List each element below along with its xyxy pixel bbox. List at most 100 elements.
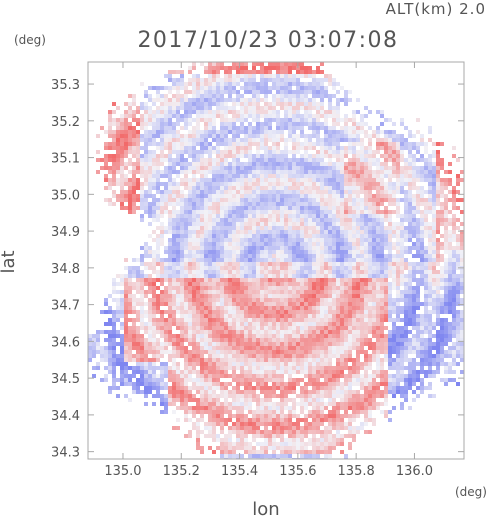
velocity-cell bbox=[448, 298, 452, 302]
velocity-cell bbox=[444, 218, 448, 222]
velocity-cell bbox=[256, 138, 260, 142]
velocity-cell bbox=[304, 290, 308, 294]
velocity-cell bbox=[100, 166, 104, 170]
velocity-cell bbox=[316, 330, 320, 334]
velocity-cell bbox=[148, 94, 152, 98]
velocity-cell bbox=[368, 166, 372, 170]
velocity-cell bbox=[436, 330, 440, 334]
velocity-cell bbox=[216, 90, 220, 94]
velocity-cell bbox=[196, 206, 200, 210]
velocity-cell bbox=[280, 138, 284, 142]
velocity-cell bbox=[372, 214, 376, 218]
velocity-cell bbox=[384, 210, 388, 214]
velocity-cell bbox=[316, 134, 320, 138]
velocity-cell bbox=[216, 290, 220, 294]
velocity-cell bbox=[192, 166, 196, 170]
velocity-cell bbox=[220, 162, 224, 166]
velocity-cell bbox=[312, 226, 316, 230]
velocity-cell bbox=[208, 278, 212, 282]
velocity-cell bbox=[232, 254, 236, 258]
velocity-cell bbox=[140, 102, 144, 106]
velocity-cell bbox=[232, 270, 236, 274]
velocity-cell bbox=[220, 230, 224, 234]
velocity-cell bbox=[316, 206, 320, 210]
velocity-cell bbox=[244, 330, 248, 334]
velocity-cell bbox=[312, 218, 316, 222]
velocity-cell bbox=[344, 138, 348, 142]
velocity-cell bbox=[444, 186, 448, 190]
velocity-cell bbox=[272, 102, 276, 106]
velocity-cell bbox=[316, 226, 320, 230]
velocity-cell bbox=[296, 194, 300, 198]
velocity-cell bbox=[140, 310, 144, 314]
velocity-cell bbox=[188, 138, 192, 142]
velocity-cell bbox=[272, 166, 276, 170]
velocity-cell bbox=[176, 94, 180, 98]
velocity-cell bbox=[456, 334, 460, 338]
velocity-cell bbox=[272, 190, 276, 194]
velocity-cell bbox=[236, 310, 240, 314]
velocity-cell bbox=[188, 258, 192, 262]
velocity-cell bbox=[296, 322, 300, 326]
velocity-cell bbox=[296, 174, 300, 178]
velocity-cell bbox=[304, 90, 308, 94]
velocity-cell bbox=[396, 330, 400, 334]
velocity-cell bbox=[264, 334, 268, 338]
velocity-cell bbox=[356, 330, 360, 334]
velocity-cell bbox=[160, 110, 164, 114]
velocity-cell bbox=[236, 226, 240, 230]
velocity-cell bbox=[432, 222, 436, 226]
velocity-cell bbox=[304, 166, 308, 170]
velocity-cell bbox=[352, 130, 356, 134]
velocity-cell bbox=[256, 218, 260, 222]
velocity-cell bbox=[264, 122, 268, 126]
velocity-cell bbox=[164, 94, 168, 98]
velocity-cell bbox=[292, 142, 296, 146]
velocity-cell bbox=[244, 338, 248, 342]
velocity-cell bbox=[400, 246, 404, 250]
velocity-cell bbox=[380, 334, 384, 338]
velocity-cell bbox=[360, 114, 364, 118]
velocity-cell bbox=[416, 210, 420, 214]
velocity-cell bbox=[328, 234, 332, 238]
velocity-cell bbox=[452, 262, 456, 266]
velocity-cell bbox=[220, 110, 224, 114]
velocity-cell bbox=[104, 158, 108, 162]
velocity-cell bbox=[416, 190, 420, 194]
velocity-cell bbox=[172, 222, 176, 226]
velocity-cell bbox=[276, 210, 280, 214]
velocity-cell bbox=[456, 158, 460, 162]
velocity-cell bbox=[352, 282, 356, 286]
velocity-cell bbox=[388, 310, 392, 314]
velocity-cell bbox=[276, 70, 280, 74]
velocity-cell bbox=[308, 282, 312, 286]
velocity-cell bbox=[264, 174, 268, 178]
velocity-cell bbox=[292, 278, 296, 282]
velocity-cell bbox=[424, 302, 428, 306]
velocity-cell bbox=[208, 266, 212, 270]
velocity-cell bbox=[344, 226, 348, 230]
velocity-cell bbox=[440, 158, 444, 162]
velocity-cell bbox=[324, 198, 328, 202]
velocity-cell bbox=[208, 230, 212, 234]
velocity-cell bbox=[388, 266, 392, 270]
velocity-cell bbox=[156, 218, 160, 222]
velocity-cell bbox=[160, 318, 164, 322]
velocity-cell bbox=[324, 318, 328, 322]
velocity-cell bbox=[452, 278, 456, 282]
velocity-cell bbox=[284, 82, 288, 86]
velocity-cell bbox=[204, 238, 208, 242]
velocity-cell bbox=[268, 282, 272, 286]
velocity-cell bbox=[272, 286, 276, 290]
velocity-cell bbox=[252, 310, 256, 314]
velocity-cell bbox=[264, 186, 268, 190]
velocity-cell bbox=[232, 258, 236, 262]
velocity-cell bbox=[448, 266, 452, 270]
velocity-cell bbox=[96, 334, 100, 338]
velocity-cell bbox=[260, 174, 264, 178]
velocity-cell bbox=[352, 242, 356, 246]
velocity-cell bbox=[328, 194, 332, 198]
velocity-cell bbox=[176, 242, 180, 246]
velocity-cell bbox=[228, 278, 232, 282]
velocity-cell bbox=[384, 186, 388, 190]
